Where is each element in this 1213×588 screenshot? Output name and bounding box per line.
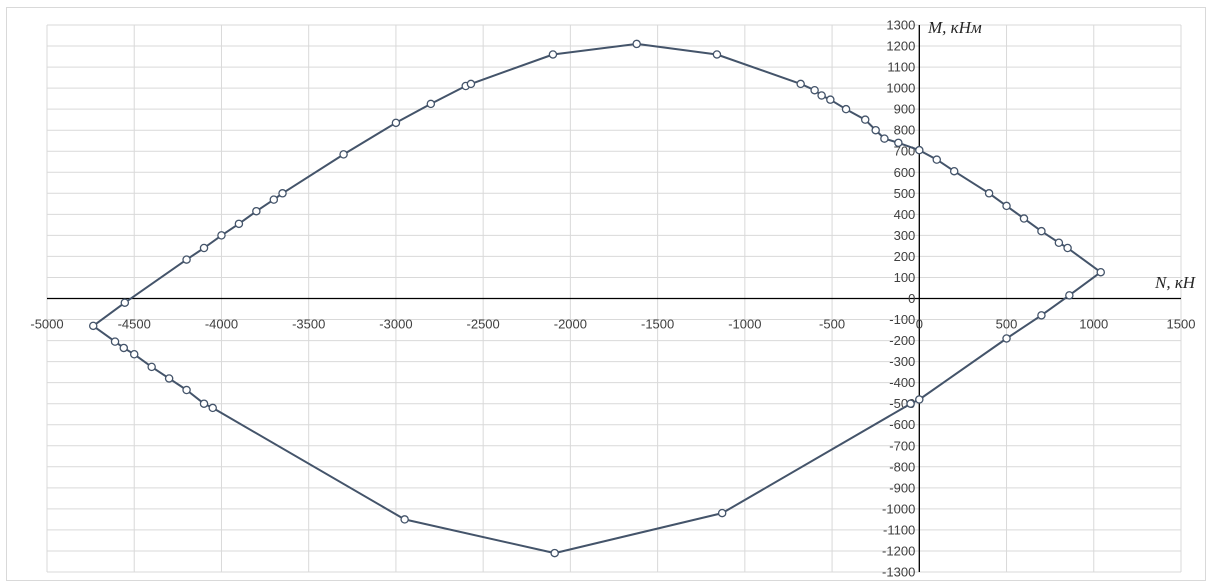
data-point xyxy=(932,155,942,164)
data-point xyxy=(550,548,559,558)
y-tick-label: -1100 xyxy=(883,522,915,537)
data-point xyxy=(129,350,139,359)
data-point xyxy=(1037,311,1046,320)
y-tick-label: -100 xyxy=(889,312,915,327)
x-tick-label: -3000 xyxy=(379,317,412,332)
data-point xyxy=(1037,226,1046,236)
x-tick-label: -500 xyxy=(819,317,845,332)
data-point xyxy=(278,189,287,198)
data-point xyxy=(400,515,409,524)
x-axis-title: N, кН xyxy=(1154,273,1197,292)
data-point xyxy=(182,255,191,264)
data-point xyxy=(826,95,835,104)
data-point xyxy=(860,115,870,124)
y-tick-label: 100 xyxy=(894,270,916,285)
data-point xyxy=(234,219,244,229)
y-tick-label: -300 xyxy=(889,354,915,369)
data-point xyxy=(1019,214,1029,223)
y-tick-label: 600 xyxy=(894,165,916,180)
data-point xyxy=(339,150,348,159)
y-tick-label: 1100 xyxy=(887,60,915,75)
x-tick-label: -1000 xyxy=(728,317,761,332)
data-point xyxy=(110,337,120,346)
data-point xyxy=(841,104,851,114)
data-point xyxy=(915,145,924,155)
data-point xyxy=(949,166,959,176)
y-tick-label: -200 xyxy=(889,333,915,348)
y-tick-label: 800 xyxy=(894,123,916,138)
data-point xyxy=(164,374,174,383)
data-point xyxy=(199,243,209,253)
data-point xyxy=(252,206,261,216)
data-point xyxy=(119,343,129,353)
x-tick-label: -2500 xyxy=(467,317,500,332)
x-tick-label: 1000 xyxy=(1079,317,1108,332)
data-point xyxy=(199,399,209,408)
data-point xyxy=(632,39,641,49)
y-axis-title: M, кНм xyxy=(927,18,982,37)
data-point xyxy=(391,118,401,128)
data-point xyxy=(1096,267,1105,277)
data-point xyxy=(1002,201,1011,211)
data-point xyxy=(466,79,476,89)
data-point xyxy=(548,50,558,59)
data-point xyxy=(182,385,191,395)
data-point xyxy=(1002,334,1011,343)
y-tick-label: -700 xyxy=(889,438,915,453)
y-tick-label: 1200 xyxy=(886,39,915,54)
data-point xyxy=(88,321,98,331)
data-point xyxy=(712,50,722,59)
x-tick-label: -5000 xyxy=(30,317,63,332)
data-point xyxy=(426,99,436,109)
y-tick-label: -400 xyxy=(889,375,915,390)
y-tick-label: 200 xyxy=(894,249,916,264)
data-point xyxy=(810,85,819,95)
data-point xyxy=(817,91,826,100)
y-tick-label: 900 xyxy=(894,102,916,117)
data-point xyxy=(717,508,727,518)
x-tick-label: -3500 xyxy=(292,317,325,332)
x-tick-label: 0 xyxy=(916,317,923,332)
data-point xyxy=(1054,238,1064,247)
y-tick-labels: 1300120011001000900800700600500400300200… xyxy=(882,18,915,580)
data-point xyxy=(984,189,994,198)
data-point xyxy=(894,138,903,148)
data-point xyxy=(1063,243,1072,253)
data-point xyxy=(871,125,880,135)
x-tick-label: -1500 xyxy=(641,317,674,332)
y-tick-label: -1000 xyxy=(882,501,915,516)
y-tick-label: 400 xyxy=(894,207,916,222)
chart-frame xyxy=(6,7,1206,581)
y-tick-label: -900 xyxy=(889,480,915,495)
data-markers xyxy=(88,39,1105,558)
axes xyxy=(47,25,1181,572)
y-tick-label: 500 xyxy=(894,186,916,201)
y-tick-label: -600 xyxy=(889,417,915,432)
y-tick-label: -1200 xyxy=(882,543,915,558)
x-tick-label: 1500 xyxy=(1167,317,1196,332)
x-tick-labels: -5000 -4500 -4000 -3500 -3000 -2500 -2000 -1500… xyxy=(30,317,1195,332)
data-point xyxy=(120,298,130,307)
y-tick-label: -1300 xyxy=(882,565,915,580)
data-point xyxy=(208,403,217,413)
y-tick-label: -800 xyxy=(889,459,915,474)
x-tick-label: -4000 xyxy=(205,317,238,332)
data-point xyxy=(796,79,805,89)
data-point xyxy=(147,362,156,372)
x-tick-label: -2000 xyxy=(554,317,587,332)
y-tick-label: 1300 xyxy=(886,18,915,33)
data-point xyxy=(217,231,226,240)
data-point xyxy=(1065,291,1074,300)
y-tick-label: 1000 xyxy=(886,81,915,96)
data-point xyxy=(915,395,924,404)
data-point xyxy=(880,134,889,143)
y-tick-label: 300 xyxy=(894,228,916,243)
y-tick-label: 0 xyxy=(908,291,915,306)
x-tick-label: 500 xyxy=(996,317,1018,332)
x-tick-label: -4500 xyxy=(118,317,151,332)
data-point xyxy=(906,399,915,408)
data-point xyxy=(269,195,279,204)
